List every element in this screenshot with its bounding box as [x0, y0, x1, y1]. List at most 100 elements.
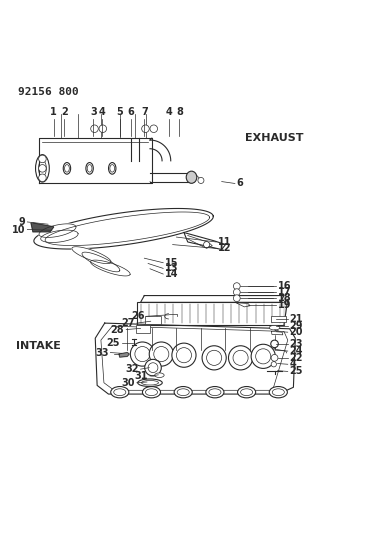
Text: 92156 800: 92156 800 [18, 87, 79, 97]
Text: 6: 6 [128, 108, 134, 117]
Polygon shape [236, 303, 250, 307]
Ellipse shape [110, 165, 115, 172]
Bar [271, 316, 286, 322]
Circle shape [148, 363, 158, 373]
Ellipse shape [177, 389, 189, 395]
Circle shape [204, 241, 210, 248]
Bar [136, 325, 150, 333]
Text: 9: 9 [19, 217, 25, 227]
Polygon shape [34, 208, 213, 249]
Circle shape [177, 348, 192, 363]
Ellipse shape [87, 165, 92, 172]
Ellipse shape [138, 379, 162, 386]
Ellipse shape [142, 386, 160, 398]
Circle shape [135, 346, 150, 361]
Text: 6: 6 [237, 179, 244, 189]
Circle shape [99, 125, 106, 133]
Ellipse shape [38, 160, 46, 176]
Circle shape [198, 177, 204, 183]
Text: 19: 19 [278, 300, 292, 310]
Text: 21: 21 [290, 314, 303, 325]
Circle shape [206, 350, 222, 366]
Ellipse shape [141, 381, 159, 385]
Polygon shape [284, 296, 288, 325]
Polygon shape [150, 140, 171, 161]
Ellipse shape [237, 386, 256, 398]
Text: 2: 2 [61, 108, 68, 117]
Text: 13: 13 [165, 263, 178, 273]
Circle shape [251, 344, 275, 368]
Text: 28: 28 [111, 325, 124, 335]
Circle shape [229, 346, 253, 370]
Ellipse shape [155, 373, 164, 377]
Circle shape [150, 125, 157, 133]
Polygon shape [184, 232, 226, 249]
Circle shape [39, 165, 46, 172]
Text: 32: 32 [125, 364, 139, 374]
Ellipse shape [114, 389, 126, 395]
Text: 7: 7 [141, 108, 148, 117]
Circle shape [271, 354, 278, 361]
Text: INTAKE: INTAKE [16, 341, 61, 351]
Ellipse shape [241, 389, 253, 395]
Text: 14: 14 [165, 269, 178, 279]
Ellipse shape [65, 165, 69, 172]
Bar [137, 302, 284, 325]
Ellipse shape [206, 386, 224, 398]
Polygon shape [41, 230, 78, 243]
Ellipse shape [63, 163, 70, 174]
Circle shape [39, 174, 46, 182]
Polygon shape [72, 247, 111, 264]
Text: 10: 10 [12, 224, 25, 235]
Circle shape [39, 155, 46, 163]
Circle shape [233, 282, 240, 289]
Text: 1: 1 [50, 108, 57, 117]
Text: 20: 20 [290, 327, 303, 337]
Polygon shape [95, 323, 295, 394]
Text: 29: 29 [290, 321, 303, 331]
Polygon shape [141, 296, 284, 302]
Text: 17: 17 [278, 287, 292, 297]
Polygon shape [119, 352, 129, 357]
Circle shape [256, 349, 271, 364]
Text: 31: 31 [134, 371, 148, 381]
Circle shape [145, 359, 161, 376]
Ellipse shape [146, 389, 157, 395]
Text: 4: 4 [99, 108, 105, 117]
Circle shape [271, 361, 277, 367]
Text: 33: 33 [95, 348, 108, 358]
Text: 22: 22 [290, 353, 303, 363]
Text: 12: 12 [218, 244, 231, 253]
Ellipse shape [174, 386, 192, 398]
Circle shape [149, 342, 173, 366]
Text: 4: 4 [165, 108, 172, 117]
Text: 4: 4 [290, 359, 296, 369]
Circle shape [91, 125, 98, 133]
Polygon shape [272, 332, 283, 335]
Text: 8: 8 [176, 108, 183, 117]
Circle shape [202, 346, 226, 370]
Polygon shape [45, 212, 210, 246]
Polygon shape [39, 224, 76, 237]
Circle shape [130, 342, 154, 366]
Text: 16: 16 [278, 281, 292, 291]
Text: 11: 11 [218, 237, 231, 247]
Text: 26: 26 [131, 311, 144, 321]
Ellipse shape [36, 155, 49, 182]
Circle shape [142, 125, 149, 133]
Text: 15: 15 [165, 258, 178, 268]
Ellipse shape [209, 389, 221, 395]
Text: 25: 25 [290, 366, 303, 376]
Circle shape [271, 340, 278, 348]
Polygon shape [90, 260, 130, 276]
Circle shape [233, 289, 240, 296]
Circle shape [233, 295, 240, 302]
Ellipse shape [108, 163, 116, 174]
Ellipse shape [111, 386, 129, 398]
Polygon shape [31, 223, 54, 232]
Text: 5: 5 [116, 108, 123, 117]
Text: 23: 23 [290, 339, 303, 349]
Text: 25: 25 [106, 338, 120, 348]
Text: 24: 24 [290, 346, 303, 356]
Circle shape [172, 343, 196, 367]
